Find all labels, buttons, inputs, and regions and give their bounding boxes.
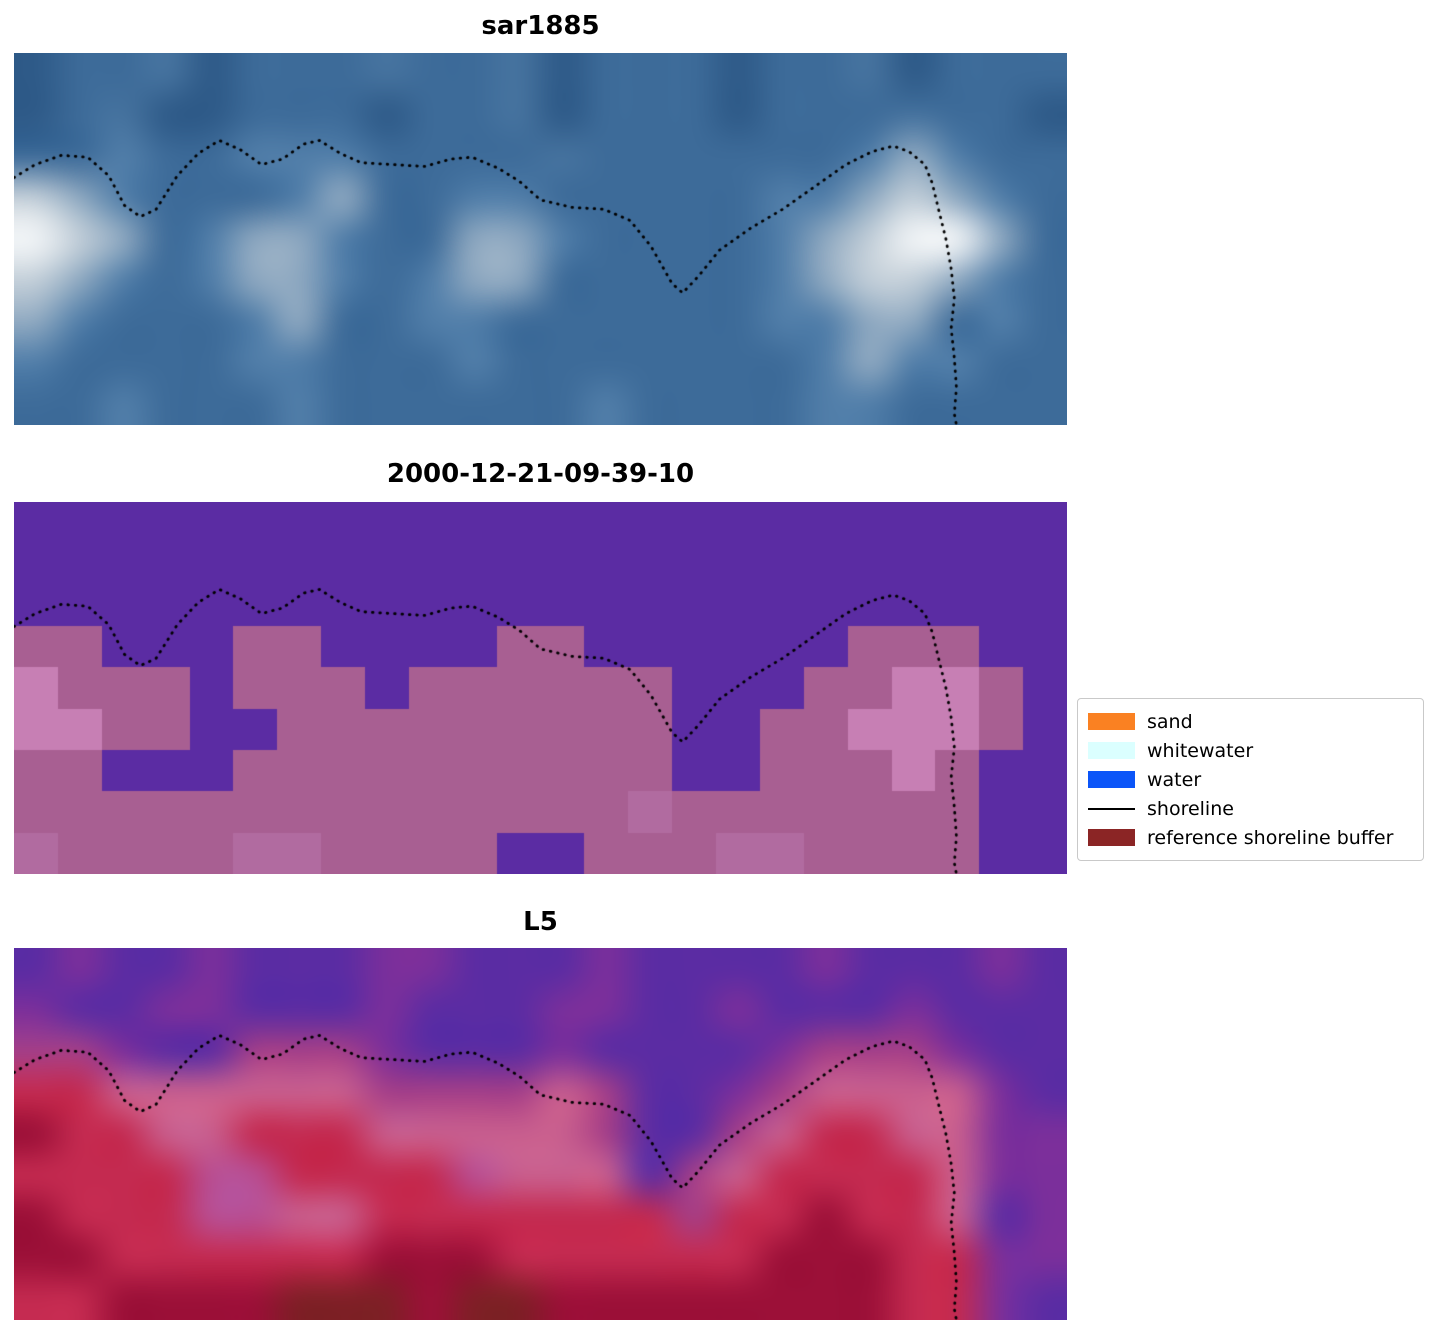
legend-item: reference shoreline buffer [1088, 825, 1413, 850]
sand-swatch [1088, 713, 1135, 730]
legend-item-label: reference shoreline buffer [1147, 826, 1394, 849]
legend: sand whitewater water shoreline reference sh… [1077, 698, 1424, 861]
panel-title-l5: L5 [523, 907, 558, 937]
water-swatch [1088, 771, 1135, 788]
legend-item: water [1088, 767, 1413, 792]
legend-item: shoreline [1088, 796, 1413, 821]
panel-image-l5 [14, 948, 1067, 1320]
legend-item-label: shoreline [1147, 797, 1234, 820]
reference-shoreline-buffer-swatch [1088, 829, 1135, 846]
panel-title-sar1885: sar1885 [481, 11, 600, 41]
panel-image-classified [14, 502, 1067, 874]
legend-item: whitewater [1088, 738, 1413, 763]
legend-item-label: whitewater [1147, 739, 1254, 762]
panel-image-sar1885 [14, 53, 1067, 425]
whitewater-swatch [1088, 742, 1135, 759]
legend-item-label: sand [1147, 710, 1193, 733]
panel-title-classified-date: 2000-12-21-09-39-10 [386, 459, 695, 489]
legend-item: sand [1088, 709, 1413, 734]
shoreline-swatch [1088, 800, 1135, 817]
legend-item-label: water [1147, 768, 1202, 791]
shoreline-line-icon [1088, 807, 1135, 810]
